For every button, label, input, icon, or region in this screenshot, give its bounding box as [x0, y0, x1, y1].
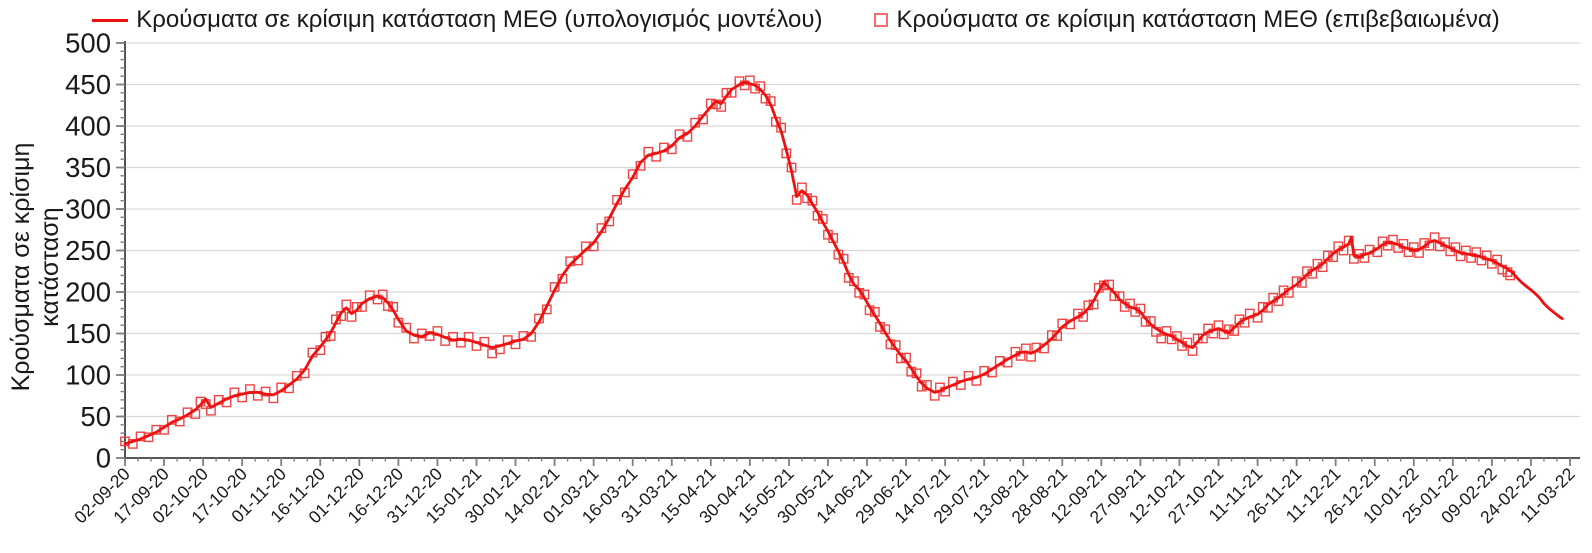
- y-tick-label-350: 350: [65, 152, 111, 183]
- confirmed-marker: [260, 386, 271, 397]
- y-tick-label-150: 150: [65, 318, 111, 349]
- y-tick-label-250: 250: [65, 235, 111, 266]
- y-tick-label-500: 500: [65, 28, 111, 59]
- legend-confirmed-label: Κρούσματα σε κρίσιμη κατάσταση ΜΕΘ (επιβ…: [896, 6, 1500, 33]
- chart-legend: Κρούσματα σε κρίσιμη κατάσταση ΜΕΘ (υπολ…: [0, 6, 1592, 34]
- legend-item-model: Κρούσματα σε κρίσιμη κατάσταση ΜΕΘ (υπολ…: [92, 6, 822, 34]
- y-axis-title: Κρούσματα σε κρίσιμη κατάσταση: [7, 142, 64, 392]
- y-tick-label-0: 0: [96, 443, 111, 474]
- y-tick-label-300: 300: [65, 194, 111, 225]
- confirmed-square-swatch-icon: [874, 13, 889, 27]
- y-tick-label-200: 200: [65, 277, 111, 308]
- y-tick-label-400: 400: [65, 111, 111, 142]
- y-tick-label-100: 100: [65, 360, 111, 391]
- model-line: [123, 80, 1564, 446]
- legend-item-confirmed: Κρούσματα σε κρίσιμη κατάσταση ΜΕΘ (επιβ…: [874, 6, 1500, 34]
- model-line-swatch-icon: [92, 18, 129, 22]
- y-tick-label-50: 50: [80, 401, 111, 432]
- confirmed-marker: [1156, 333, 1167, 344]
- y-tick-label-450: 450: [65, 69, 111, 100]
- legend-model-label: Κρούσματα σε κρίσιμη κατάσταση ΜΕΘ (υπολ…: [136, 6, 823, 33]
